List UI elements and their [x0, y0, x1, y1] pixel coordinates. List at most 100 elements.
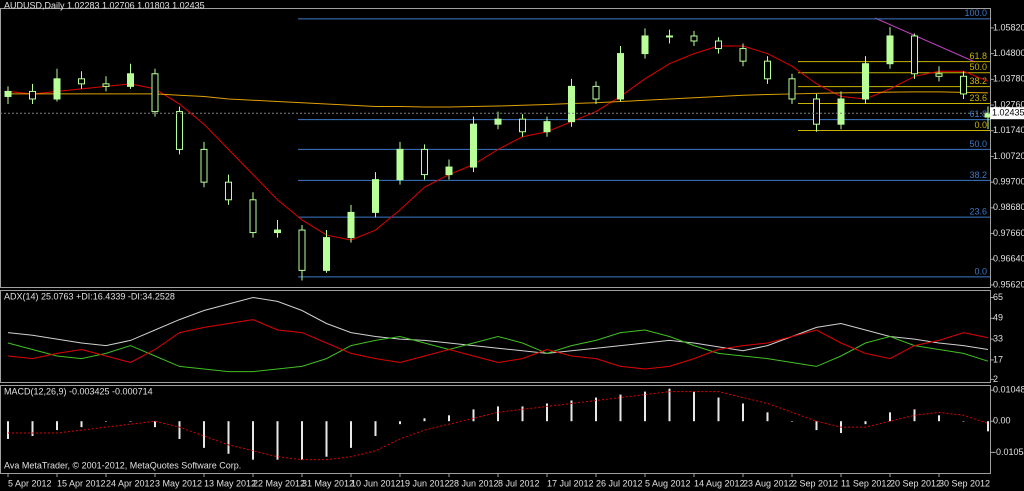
y-tick-label: 1.00720	[993, 151, 1024, 161]
macd-bar	[644, 391, 646, 422]
candle-body	[200, 148, 208, 183]
macd-bar	[178, 421, 181, 439]
macd-bar	[301, 421, 303, 460]
x-tick-label: 19 Jun 2012	[400, 478, 450, 488]
candle-body	[764, 60, 771, 80]
x-tick-label: 13 May 2012	[204, 478, 256, 488]
candle-body	[127, 73, 134, 87]
candle-body	[641, 35, 649, 55]
candle-body	[4, 90, 12, 97]
x-tick-label: 31 May 2012	[302, 478, 354, 488]
moving-average	[7, 45, 989, 241]
macd-bar	[252, 421, 254, 460]
macd-bar	[31, 421, 34, 437]
fib-label: 38.2	[969, 76, 987, 86]
y-tick-label: 0.00	[993, 416, 1011, 426]
x-tick-label: 5 Aug 2012	[645, 478, 691, 488]
candle-body	[323, 237, 330, 271]
macd-bar	[325, 421, 328, 457]
x-tick-label: 20 Sep 2012	[890, 478, 941, 488]
x-tick-label: 26 Jul 2012	[596, 478, 643, 488]
x-tick-label: 8 Jul 2012	[498, 478, 540, 488]
signal-line	[8, 391, 989, 461]
macd-bar	[56, 421, 58, 431]
candle-body	[421, 148, 428, 176]
candle-body	[29, 90, 36, 100]
x-tick-label: 11 Sep 2012	[841, 478, 891, 488]
y-tick-label: 33	[993, 333, 1003, 343]
price-panel	[0, 8, 991, 288]
x-tick-label: 2 Sep 2012	[792, 478, 838, 488]
x-tick-label: 22 May 2012	[253, 478, 305, 488]
candle-body	[886, 35, 894, 65]
fib-label: 23.6	[969, 93, 987, 103]
macd-bar	[203, 421, 205, 448]
y-tick-label: 1.05820	[993, 22, 1024, 32]
macd-bar	[472, 409, 475, 422]
candle-body	[666, 35, 673, 38]
candle-body	[396, 148, 404, 181]
macd-bar	[423, 418, 426, 422]
candle-body	[568, 85, 575, 123]
candle-body	[543, 121, 551, 133]
x-tick-label: 10 Jun 2012	[351, 478, 401, 488]
candle-body	[592, 85, 600, 100]
y-tick-label: 65	[993, 292, 1003, 302]
macd-bar	[350, 421, 352, 448]
price-header: AUDUSD,Daily 1.02283 1.02706 1.01803 1.0…	[4, 0, 205, 10]
macd-bar	[570, 400, 573, 422]
macd-header: MACD(12,26,9) -0.003425 -0.000714	[4, 386, 153, 396]
y-tick-label: 49	[993, 313, 1003, 323]
candle-body	[690, 35, 698, 42]
x-tick-label: 30 Sep 2012	[939, 478, 990, 488]
candle-body	[298, 229, 306, 271]
candle-body	[102, 83, 110, 87]
y-tick-label: 0.98680	[993, 202, 1024, 212]
fib-label: 0.0	[974, 120, 987, 130]
y-tick-label: 0.99700	[993, 177, 1024, 187]
macd-bar	[595, 397, 597, 422]
candle-body	[470, 123, 477, 168]
fib-label: 23.6	[969, 207, 987, 217]
macd-bar	[913, 409, 916, 422]
fib-label: 61.8	[969, 109, 987, 119]
candle-body	[837, 98, 845, 125]
candle-body	[249, 199, 257, 234]
y-tick-label: 17	[993, 354, 1003, 364]
candle-body	[788, 78, 796, 100]
candle-body	[274, 229, 281, 234]
macd-bar	[374, 421, 377, 437]
macd-bar	[497, 406, 499, 422]
adx-header: ADX(14) 25.0763 +DI:16.4339 -DI:34.2528	[4, 291, 175, 301]
candle-body	[813, 98, 820, 125]
candle-body	[862, 63, 869, 100]
x-tick-label: 28 Jun 2012	[449, 478, 499, 488]
candle-body	[960, 75, 967, 95]
x-tick-label: 23 Aug 2012	[743, 478, 794, 488]
macd-bar	[693, 391, 695, 422]
x-tick-label: 17 Jul 2012	[547, 478, 594, 488]
fib-label: 50.0	[969, 139, 987, 149]
y-tick-label: 1.01740	[993, 125, 1024, 135]
macd-bar	[448, 415, 450, 422]
candle-body	[494, 118, 502, 125]
candle-body	[519, 118, 526, 133]
macd-bar	[619, 394, 622, 422]
macd-bar	[938, 415, 940, 422]
candle-body	[347, 211, 355, 239]
y-tick-label: 0.96640	[993, 254, 1024, 264]
candle-body	[739, 48, 747, 62]
x-tick-label: 15 Apr 2012	[57, 478, 106, 488]
macd-bar	[276, 421, 279, 460]
macd-bar	[80, 421, 83, 428]
macd-bar	[668, 388, 671, 422]
y-tick-label: 1.02760	[993, 99, 1024, 109]
candle-body	[53, 78, 61, 100]
fib-label: 100.0	[964, 8, 987, 18]
y-tick-label: 1.04800	[993, 48, 1024, 58]
last-price-label: 1.02435	[992, 108, 1024, 118]
y-tick-label: 0.95620	[993, 279, 1024, 289]
